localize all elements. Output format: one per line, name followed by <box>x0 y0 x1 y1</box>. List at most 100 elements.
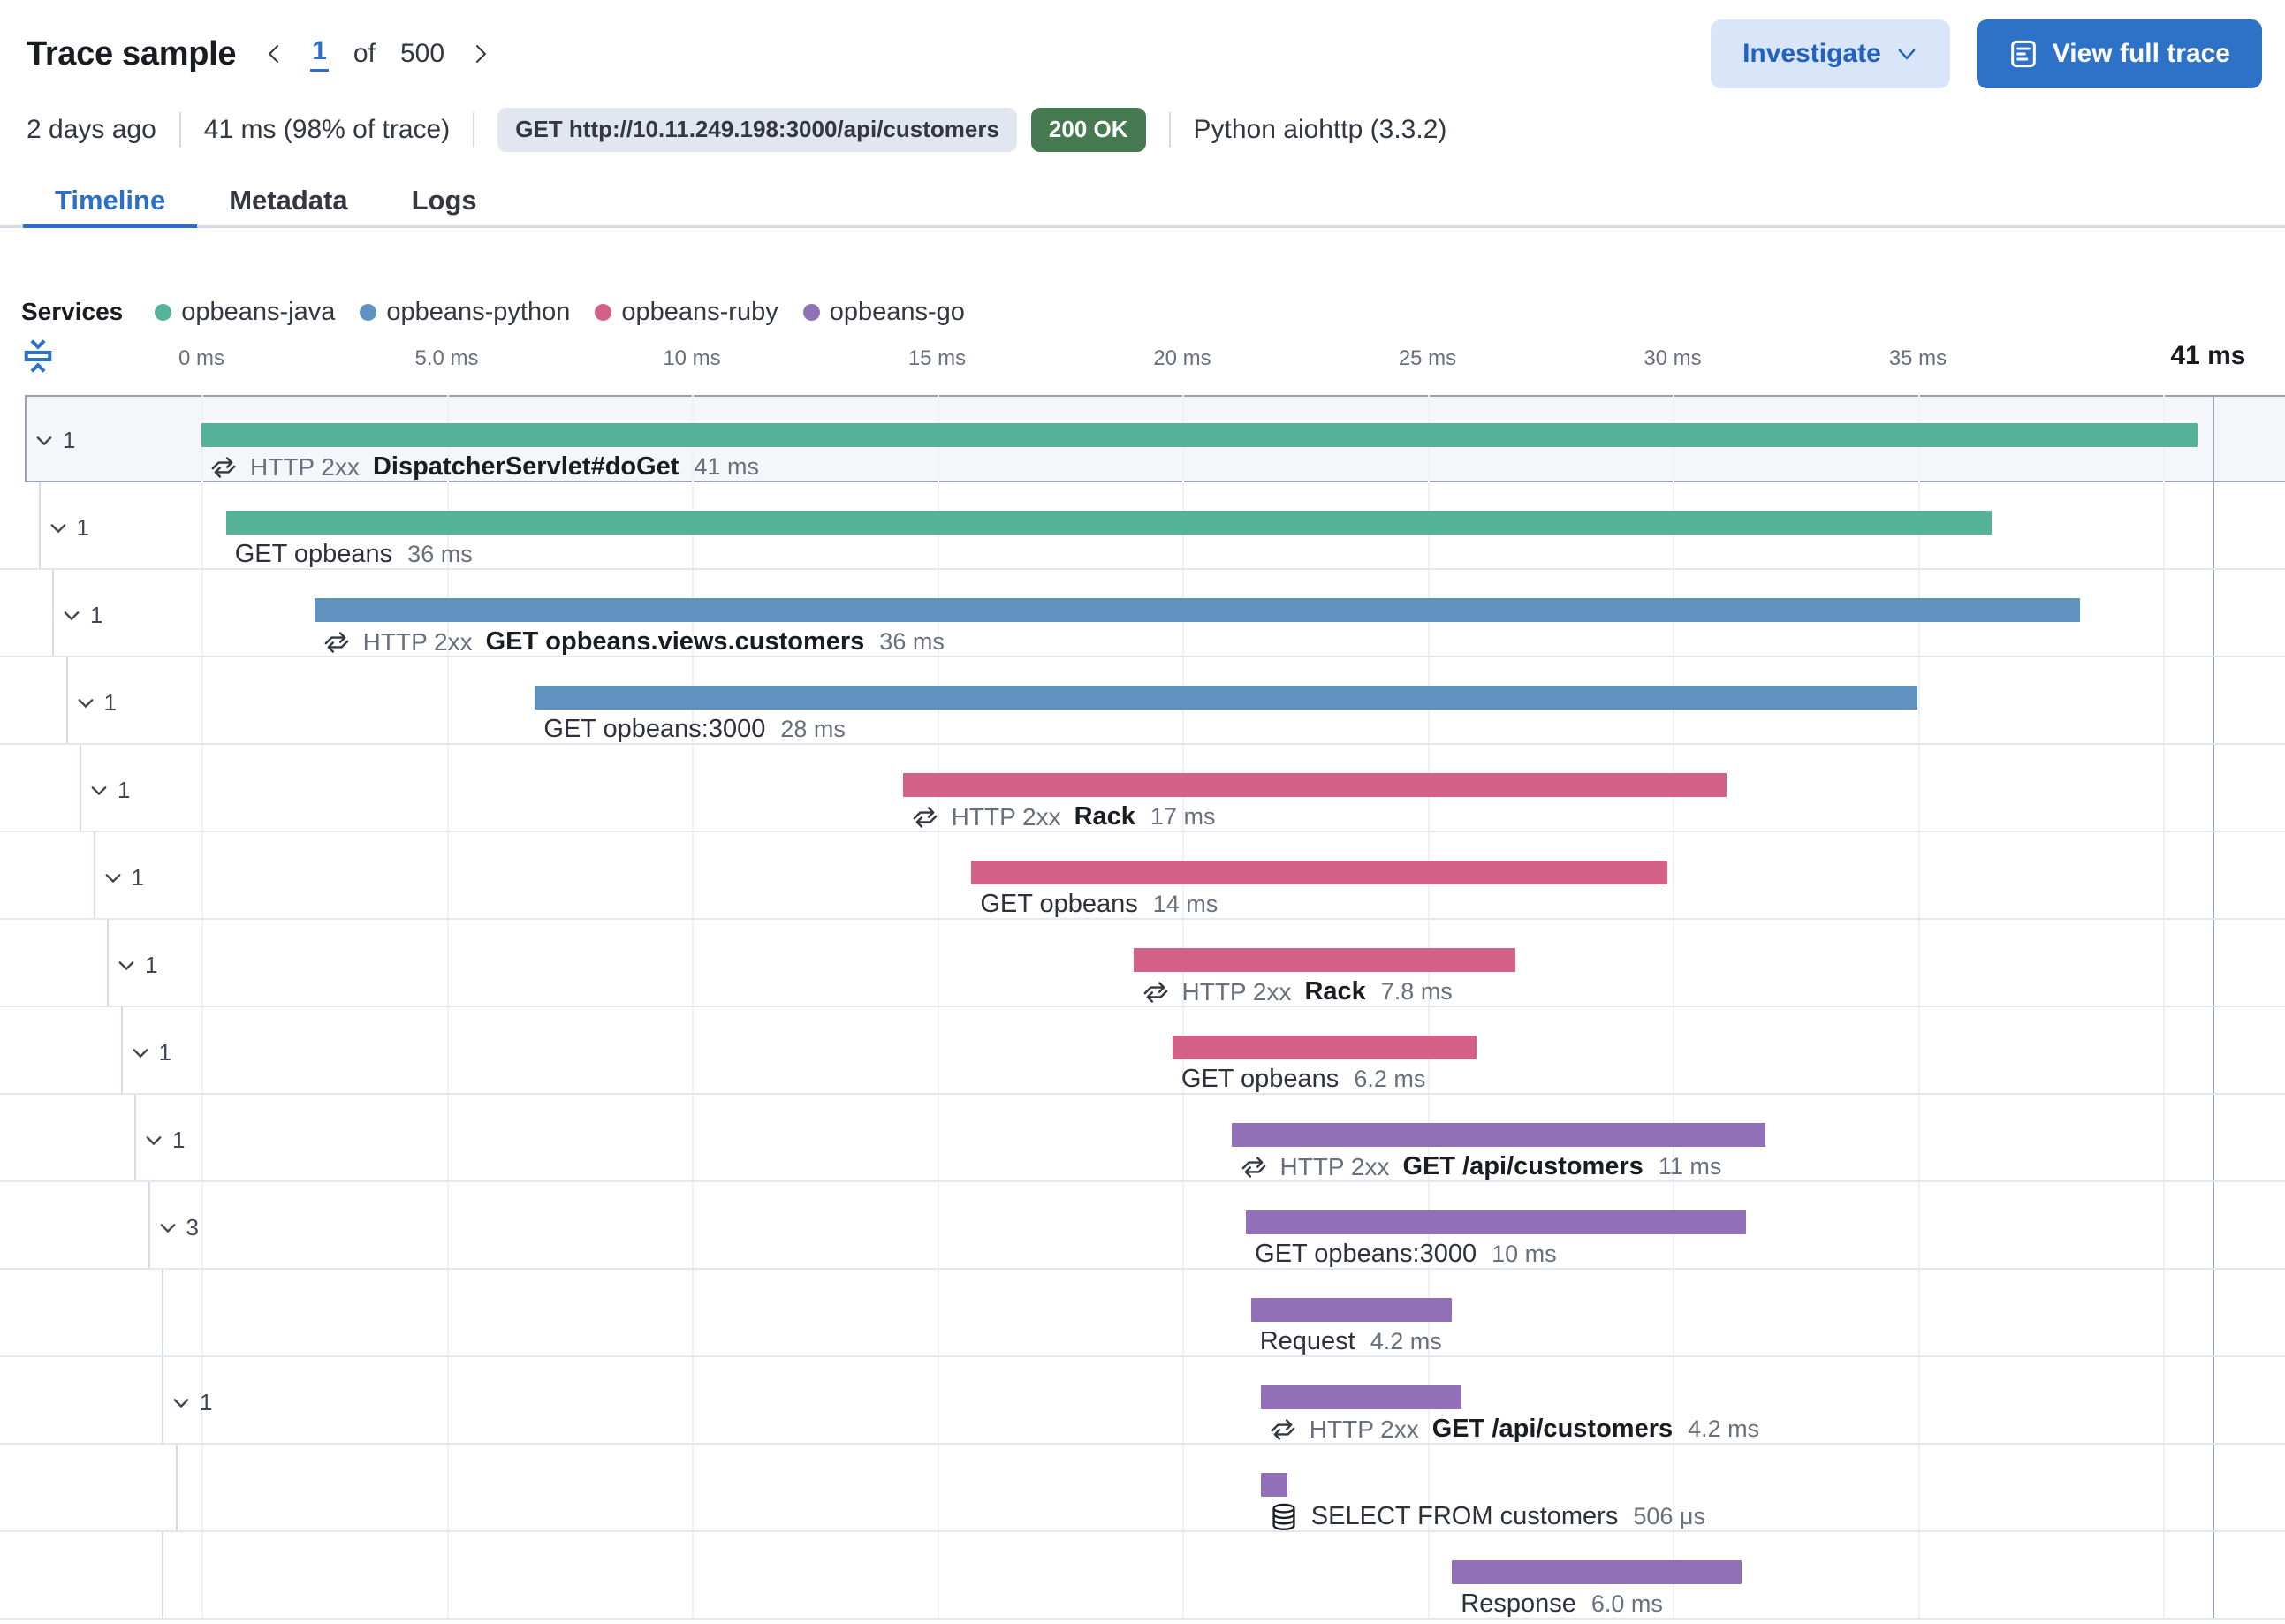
current-page-link[interactable]: 1 <box>310 36 329 72</box>
span-name: Request <box>1259 1327 1355 1355</box>
indent-guide <box>175 1445 178 1530</box>
span-duration: 6.2 ms <box>1354 1066 1426 1093</box>
legend-item-label: opbeans-python <box>386 297 571 326</box>
span-label: HTTP 2xx GET /api/customers 4.2 ms <box>1270 1415 1759 1444</box>
span-duration: 28 ms <box>780 716 846 743</box>
gridline <box>1427 395 1430 1620</box>
span-label: SELECT FROM customers 506 μs <box>1270 1502 1705 1531</box>
chevron-down-icon <box>143 1130 164 1151</box>
investigate-button[interactable]: Investigate <box>1711 19 1950 88</box>
span-name: Response <box>1461 1590 1576 1618</box>
trace-end-line <box>2212 395 2214 1620</box>
chevron-down-icon <box>171 1393 192 1414</box>
accordion-toggle[interactable]: 1 <box>171 1389 212 1416</box>
request-url-badge: GET http://10.11.249.198:3000/api/custom… <box>497 108 1017 152</box>
gridline <box>1917 395 1920 1620</box>
pagination-total: 500 <box>399 39 445 68</box>
span-label: HTTP 2xx GET opbeans.views.customers 36 ms <box>323 627 945 656</box>
trace-waterfall: 1 HTTP 2xx DispatcherServlet#doGet 41 ms 1 GE… <box>0 395 2285 1620</box>
investigate-label: Investigate <box>1742 39 1881 68</box>
chevron-down-icon <box>157 1218 178 1239</box>
accordion-toggle[interactable]: 1 <box>130 1039 171 1066</box>
legend-item-opbeans-ruby: opbeans-ruby <box>595 298 778 327</box>
span-label: HTTP 2xx DispatcherServlet#doGet 41 ms <box>210 452 759 482</box>
span-bar[interactable] <box>1260 1473 1288 1497</box>
waterfall-row[interactable]: Request 4.2 ms <box>0 1270 2285 1357</box>
gridline <box>1182 395 1184 1620</box>
trace-timestamp: 2 days ago <box>27 115 156 144</box>
axis-tick: 10 ms <box>663 346 721 370</box>
chevron-left-icon[interactable] <box>262 42 285 65</box>
http-status-label: HTTP 2xx <box>951 802 1061 831</box>
waterfall-row[interactable]: 1 HTTP 2xx Rack 7.8 ms <box>0 920 2285 1007</box>
waterfall-row[interactable]: SELECT FROM customers 506 μs <box>0 1445 2285 1532</box>
children-count: 1 <box>145 952 158 978</box>
accordion-toggle[interactable]: 1 <box>88 777 130 804</box>
legend-item-label: opbeans-java <box>181 297 336 326</box>
legend-dot <box>595 303 612 321</box>
span-bar[interactable] <box>1133 948 1516 972</box>
waterfall-row[interactable]: 1 HTTP 2xx GET /api/customers 11 ms <box>0 1095 2285 1182</box>
separator <box>178 112 181 148</box>
waterfall-row[interactable]: Response 6.0 ms <box>0 1532 2285 1620</box>
span-bar[interactable] <box>902 773 1727 797</box>
accordion-toggle[interactable]: 1 <box>75 689 117 717</box>
indent-guide <box>38 482 41 568</box>
fold-icon[interactable] <box>21 336 55 376</box>
span-bar[interactable] <box>225 511 1992 535</box>
span-bar[interactable] <box>1260 1385 1462 1409</box>
title-group: Trace sample 1 of 500 <box>27 35 492 73</box>
span-bar[interactable] <box>1452 1560 1742 1584</box>
span-label: GET opbeans 6.2 ms <box>1181 1065 1426 1094</box>
accordion-toggle[interactable]: 1 <box>48 514 89 542</box>
waterfall-row[interactable]: 1 HTTP 2xx Rack 17 ms <box>0 745 2285 832</box>
tab-timeline[interactable]: Timeline <box>23 178 198 228</box>
gridline <box>201 395 203 1620</box>
view-full-trace-button[interactable]: View full trace <box>1976 19 2262 88</box>
span-label: Response 6.0 ms <box>1461 1590 1663 1619</box>
axis-tick: 5.0 ms <box>414 346 479 370</box>
span-bar[interactable] <box>971 861 1668 884</box>
accordion-toggle[interactable]: 1 <box>34 427 75 454</box>
legend-item-opbeans-python: opbeans-python <box>360 298 570 327</box>
chevron-down-icon <box>102 868 124 889</box>
waterfall-row[interactable]: 1 GET opbeans 6.2 ms <box>0 1007 2285 1095</box>
span-bar[interactable] <box>1246 1210 1747 1234</box>
tab-metadata[interactable]: Metadata <box>229 185 348 216</box>
span-bar[interactable] <box>1231 1123 1766 1147</box>
accordion-toggle[interactable]: 1 <box>61 602 102 629</box>
waterfall-row[interactable]: 1 GET opbeans 36 ms <box>0 482 2285 570</box>
waterfall-row[interactable]: 3 GET opbeans:3000 10 ms <box>0 1182 2285 1270</box>
gridline <box>937 395 939 1620</box>
accordion-toggle[interactable]: 1 <box>116 952 157 979</box>
span-duration: 7.8 ms <box>1380 978 1453 1006</box>
legend-item-opbeans-go: opbeans-go <box>802 298 965 327</box>
span-bar[interactable] <box>1172 1036 1477 1059</box>
axis-end-label: 41 ms <box>2170 341 2246 370</box>
header: Trace sample 1 of 500 Investigate <box>27 18 2262 90</box>
database-icon <box>1270 1503 1298 1531</box>
span-duration: 36 ms <box>879 628 945 656</box>
tab-logs[interactable]: Logs <box>411 185 477 216</box>
accordion-toggle[interactable]: 1 <box>143 1127 185 1154</box>
chevron-right-icon[interactable] <box>469 42 492 65</box>
span-name: GET /api/customers <box>1431 1415 1674 1443</box>
waterfall-row[interactable]: 1 HTTP 2xx GET opbeans.views.customers 36 m… <box>0 570 2285 657</box>
accordion-toggle[interactable]: 1 <box>102 864 144 892</box>
span-bar[interactable] <box>201 423 2198 447</box>
span-label: GET opbeans 36 ms <box>235 540 473 569</box>
waterfall-row[interactable]: 1 HTTP 2xx GET /api/customers 4.2 ms <box>0 1357 2285 1445</box>
accordion-toggle[interactable]: 3 <box>157 1214 199 1241</box>
waterfall-row[interactable]: 1 GET opbeans 14 ms <box>0 832 2285 920</box>
span-duration: 17 ms <box>1150 803 1216 831</box>
children-count: 1 <box>103 689 117 716</box>
span-duration: 41 ms <box>694 453 759 481</box>
span-bar[interactable] <box>314 598 2080 622</box>
span-bar[interactable] <box>535 686 1918 710</box>
waterfall-row[interactable]: 1 GET opbeans:3000 28 ms <box>0 657 2285 745</box>
children-count: 1 <box>118 777 131 803</box>
separator <box>1168 112 1171 148</box>
span-bar[interactable] <box>1250 1298 1453 1322</box>
waterfall-row[interactable]: 1 HTTP 2xx DispatcherServlet#doGet 41 ms <box>0 395 2285 482</box>
status-code-badge: 200 OK <box>1030 108 1146 152</box>
